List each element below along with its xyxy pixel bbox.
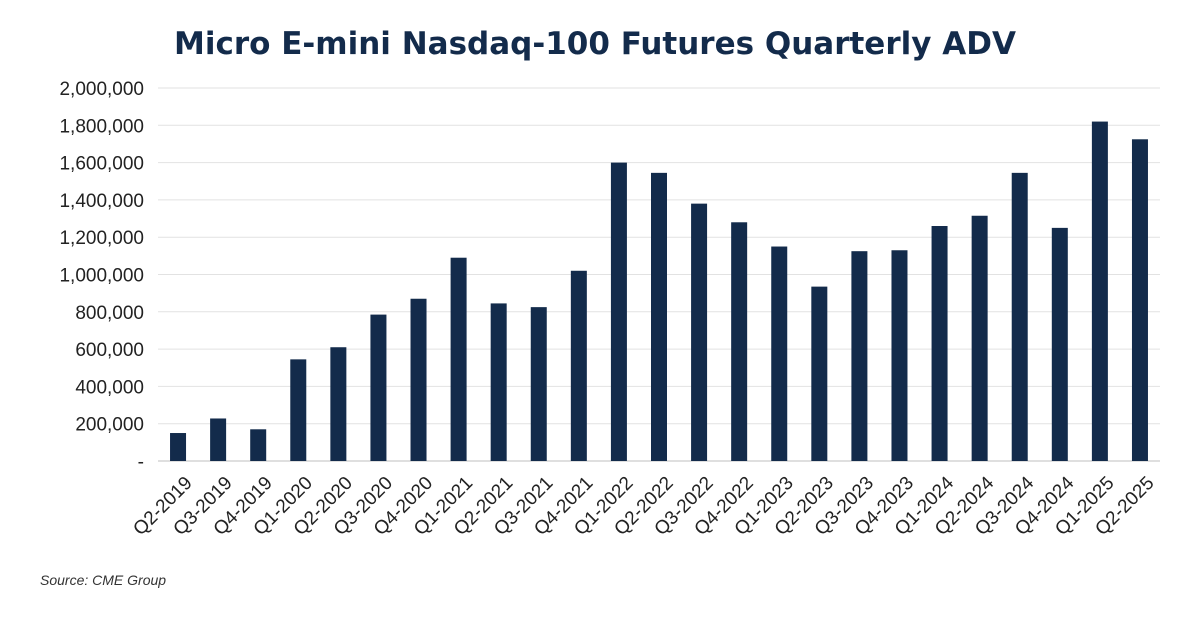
bar [1011,172,1028,462]
y-tick-label: 2,000,000 [59,79,144,100]
bar [410,298,427,461]
bar [731,222,748,461]
bar [210,418,227,461]
bar [691,203,708,461]
y-tick-label: 1,200,000 [59,228,144,249]
y-tick-label: 1,400,000 [59,191,144,212]
y-tick-label: 1,000,000 [59,266,144,287]
chart-title: Micro E-mini Nasdaq-100 Futures Quarterl… [174,26,1016,62]
bar [971,215,988,461]
bar [170,433,187,461]
bar [570,270,587,461]
bar [370,314,387,461]
bar [771,246,788,461]
source-note: Source: CME Group [40,572,167,588]
bar [811,286,828,461]
y-tick-label: 1,600,000 [59,154,144,175]
y-tick-label: 400,000 [75,377,144,398]
bar [1131,139,1148,461]
y-tick-label: - [138,452,144,473]
bar [610,162,627,461]
y-tick-label: 800,000 [75,303,144,324]
y-tick-label: 600,000 [75,340,144,361]
bar [1051,227,1068,461]
bar [851,251,868,461]
bar [651,172,667,462]
bar [250,429,267,461]
bars [170,121,1148,462]
bar [1091,121,1108,461]
y-axis-ticks: - 200,000 400,000 600,000 800,000 1,000,000 1,… [59,79,144,473]
bar [891,250,908,461]
bar [530,307,547,461]
y-tick-label: 200,000 [75,415,144,436]
bar [490,303,507,461]
bar [450,257,467,461]
bar [290,359,307,461]
y-tick-label: 1,800,000 [59,116,144,137]
bar [931,226,948,461]
x-axis-ticks: Q2-2019Q3-2019Q4-2019Q1-2020Q2-2020Q3-20… [129,472,1158,539]
bar [330,347,347,461]
